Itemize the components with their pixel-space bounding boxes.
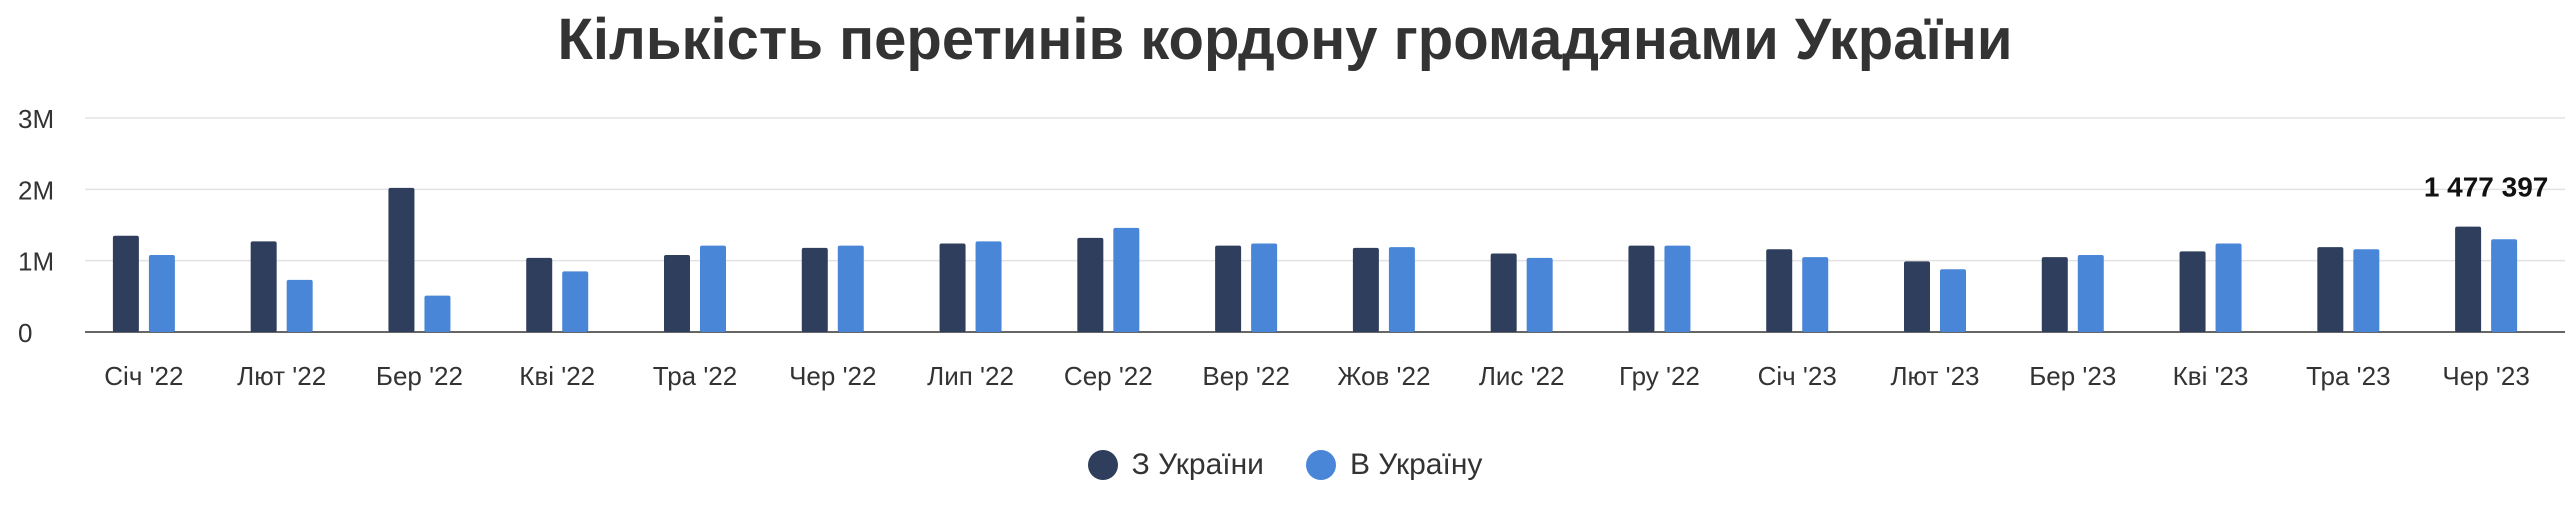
bar-to-ukraine: [975, 241, 1002, 332]
bar-from-ukraine: [388, 187, 415, 332]
legend-item-to-ukraine[interactable]: В Україну: [1305, 448, 1483, 482]
y-tick-label: 2M: [18, 175, 54, 205]
bar-from-ukraine: [2317, 247, 2344, 332]
x-tick-label: Чер '23: [2442, 361, 2529, 391]
bar-from-ukraine: [2041, 257, 2068, 332]
x-tick-label: Жов '22: [1337, 361, 1430, 391]
bar-to-ukraine: [2491, 239, 2518, 332]
bar-chart: 0 1M 2M 3M Січ '22 Лют '22 Бер '22 Кві '22 Тра '…: [18, 104, 2565, 391]
x-tick-label: Лют '22: [237, 361, 326, 391]
bar-from-ukraine: [526, 257, 553, 332]
legend-label-from-ukraine: З України: [1131, 448, 1264, 481]
bar-to-ukraine: [286, 279, 313, 332]
bar-to-ukraine: [1940, 269, 1966, 332]
bar-from-ukraine: [801, 247, 828, 332]
bar-from-ukraine: [1904, 261, 1930, 332]
x-tick-label: Тра '23: [2306, 361, 2390, 391]
bar-from-ukraine: [112, 235, 139, 332]
chart-title: Кількість перетинів кордону громадянами …: [557, 7, 2013, 72]
bar-to-ukraine: [1113, 227, 1140, 332]
legend-swatch-to-ukraine: [1305, 450, 1336, 480]
bar-from-ukraine: [1766, 249, 1793, 332]
legend-item-from-ukraine[interactable]: З України: [1087, 448, 1264, 482]
legend-label-to-ukraine: В Україну: [1349, 448, 1483, 481]
bar-from-ukraine: [1490, 253, 1517, 332]
bar-from-ukraine: [1215, 245, 1242, 332]
x-tick-label: Бер '23: [2029, 361, 2116, 391]
y-tick-label: 3M: [18, 104, 54, 134]
bar-from-ukraine: [939, 243, 966, 332]
bar-to-ukraine: [1388, 247, 1415, 332]
x-tick-label: Лют '23: [1890, 361, 1979, 391]
bar-from-ukraine: [2455, 226, 2482, 332]
bar-to-ukraine: [2215, 243, 2242, 332]
x-tick-label: Сер '22: [1064, 361, 1153, 391]
x-tick-label: Тра '22: [653, 361, 737, 391]
bar-from-ukraine: [2179, 251, 2206, 332]
bar-to-ukraine: [1664, 245, 1691, 332]
legend-swatch-from-ukraine: [1087, 450, 1118, 480]
x-tick-label: Чер '22: [789, 361, 876, 391]
bar-from-ukraine: [1628, 245, 1655, 332]
bar-to-ukraine: [837, 245, 864, 332]
bar-from-ukraine: [664, 254, 690, 332]
x-tick-label: Січ '23: [1758, 361, 1837, 391]
bar-to-ukraine: [562, 271, 589, 332]
bar-to-ukraine: [1802, 257, 1829, 332]
x-tick-label: Кві '22: [519, 361, 595, 391]
bar-from-ukraine: [1077, 237, 1104, 332]
bar-to-ukraine: [1526, 257, 1553, 332]
chart-legend: З України В Україну: [0, 448, 2570, 482]
x-tick-label: Гру '22: [1619, 361, 1700, 391]
x-tick-label: Вер '22: [1202, 361, 1289, 391]
bar-from-ukraine: [1352, 247, 1379, 332]
x-tick-label: Лис '22: [1479, 361, 1565, 391]
bar-to-ukraine: [2353, 249, 2380, 332]
bar-to-ukraine: [1251, 243, 1278, 332]
y-tick-label: 0: [18, 318, 32, 348]
data-label: 1 477 397: [2424, 172, 2549, 203]
bar-from-ukraine: [250, 241, 277, 332]
bar-to-ukraine: [148, 254, 175, 332]
bar-to-ukraine: [700, 245, 726, 332]
bar-to-ukraine: [424, 295, 451, 332]
x-tick-label: Кві '23: [2173, 361, 2249, 391]
x-tick-label: Січ '22: [104, 361, 183, 391]
y-tick-label: 1M: [18, 247, 54, 277]
bar-to-ukraine: [2077, 254, 2104, 332]
x-tick-label: Лип '22: [927, 361, 1014, 391]
x-tick-label: Бер '22: [376, 361, 463, 391]
